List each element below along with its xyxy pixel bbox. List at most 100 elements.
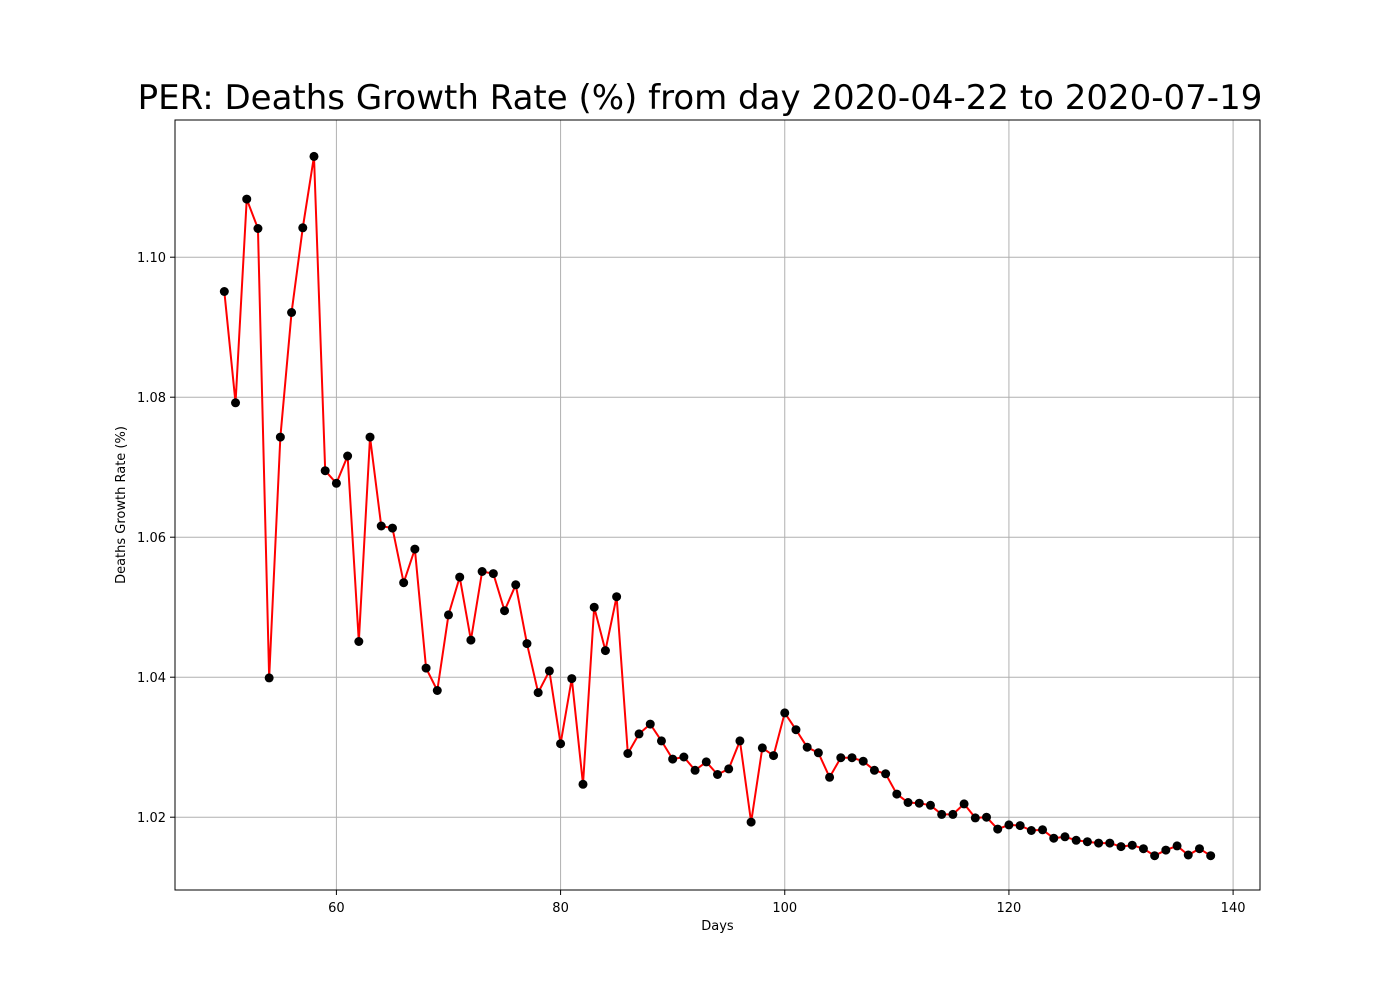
data-point <box>836 753 846 763</box>
data-point <box>982 812 992 822</box>
axes: 60 80 100 120 140 1.02 1.04 1.06 1.08 1.10 <box>137 251 1245 916</box>
data-point <box>735 736 745 746</box>
data-point <box>287 308 297 317</box>
data-point <box>522 639 532 649</box>
data-point <box>589 602 599 612</box>
data-point <box>1116 842 1126 852</box>
data-point <box>1060 832 1070 842</box>
data-point <box>578 779 588 789</box>
data-point <box>600 646 610 656</box>
data-point <box>780 708 790 718</box>
x-tick-label: 80 <box>552 901 569 916</box>
data-point <box>544 666 554 676</box>
data-point <box>634 729 644 739</box>
data-point <box>365 432 375 442</box>
data-point <box>1105 838 1115 848</box>
data-point <box>488 569 498 579</box>
data-point <box>511 580 521 590</box>
data-point <box>354 637 364 646</box>
data-point <box>432 686 442 695</box>
data-point <box>1049 833 1059 843</box>
data-point <box>701 757 711 767</box>
data-point <box>556 739 566 749</box>
y-tick-label: 1.08 <box>137 391 166 406</box>
data-point <box>746 817 756 827</box>
data-point <box>679 752 689 762</box>
data-point <box>690 765 700 775</box>
data-point <box>387 523 397 533</box>
data-point <box>802 742 812 752</box>
data-point <box>376 521 386 531</box>
data-point <box>1194 844 1204 854</box>
data-point <box>869 765 879 775</box>
data-point <box>993 824 1003 834</box>
data-point <box>645 719 655 729</box>
data-point <box>309 151 319 161</box>
data-point <box>1127 840 1137 850</box>
data-point <box>948 809 958 819</box>
data-point <box>410 544 420 554</box>
data-point <box>1026 826 1036 835</box>
data-point <box>1206 851 1216 861</box>
data-point <box>959 799 969 809</box>
data-point <box>219 287 229 296</box>
grid-lines <box>175 120 1260 890</box>
data-point <box>1004 820 1014 830</box>
data-point <box>466 635 476 645</box>
x-tick-label: 60 <box>328 901 345 916</box>
data-point <box>1150 851 1160 861</box>
data-point <box>399 578 409 588</box>
data-point <box>1183 850 1193 860</box>
data-points <box>219 151 1216 861</box>
data-point <box>1161 845 1171 855</box>
y-axis-label: Deaths Growth Rate (%) <box>114 426 129 584</box>
data-point <box>813 748 823 758</box>
plot-frame <box>174 119 1261 891</box>
data-point <box>455 572 465 582</box>
data-point <box>847 753 857 763</box>
data-point <box>320 466 330 476</box>
data-point <box>757 743 767 753</box>
data-point <box>1138 844 1148 854</box>
data-point <box>970 813 980 823</box>
chart-title: PER: Deaths Growth Rate (%) from day 202… <box>137 78 1263 118</box>
data-point <box>443 610 453 620</box>
data-point <box>925 800 935 810</box>
data-point <box>825 772 835 782</box>
data-point <box>1094 838 1104 848</box>
data-point <box>881 769 891 779</box>
data-point <box>343 451 353 461</box>
data-point <box>612 592 622 602</box>
data-point <box>1038 825 1048 835</box>
data-point <box>724 764 734 774</box>
data-point <box>769 751 779 761</box>
data-point <box>231 398 241 408</box>
data-point <box>533 688 543 698</box>
y-tick-label: 1.06 <box>137 531 166 546</box>
data-point <box>1015 821 1025 831</box>
data-point <box>903 798 913 807</box>
data-point <box>1082 837 1092 847</box>
data-point <box>242 194 252 204</box>
data-point <box>500 606 510 616</box>
x-axis-label: Days <box>701 919 734 934</box>
y-tick-label: 1.10 <box>137 251 166 266</box>
data-point <box>892 789 902 799</box>
x-tick-label: 120 <box>997 901 1022 916</box>
data-point <box>331 478 341 488</box>
data-point <box>858 756 868 766</box>
data-point <box>1172 841 1182 851</box>
x-tick-label: 140 <box>1221 901 1246 916</box>
data-point <box>1071 835 1081 845</box>
data-point <box>477 567 487 576</box>
data-point <box>253 224 263 233</box>
data-point <box>713 770 722 779</box>
data-point <box>421 663 431 673</box>
data-point <box>668 754 678 764</box>
data-point <box>264 673 274 683</box>
x-tick-label: 100 <box>772 901 797 916</box>
data-point <box>914 798 924 808</box>
data-point <box>567 674 577 684</box>
